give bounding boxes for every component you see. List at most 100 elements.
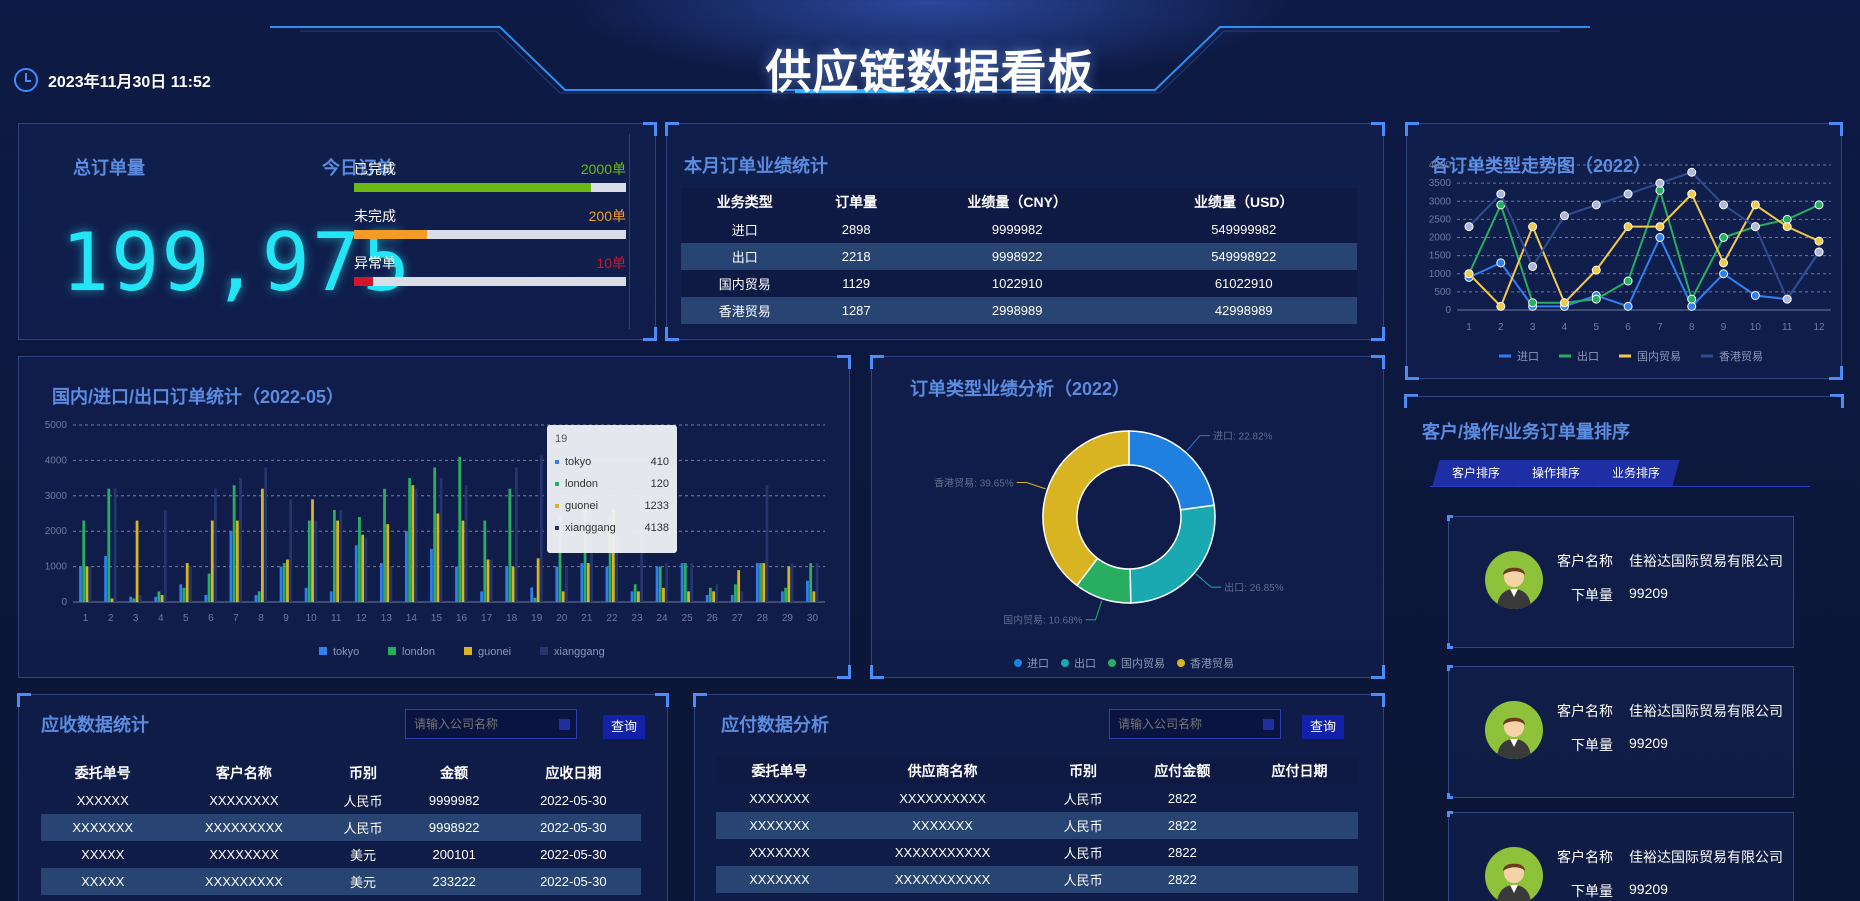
- bar[interactable]: [815, 563, 819, 602]
- bar[interactable]: [690, 563, 694, 602]
- data-point[interactable]: [1655, 178, 1665, 188]
- legend-label[interactable]: 进口: [1027, 657, 1049, 670]
- bar[interactable]: [558, 517, 562, 602]
- bar[interactable]: [364, 538, 368, 602]
- pie-slice[interactable]: [1128, 430, 1216, 511]
- data-point[interactable]: [1496, 189, 1506, 199]
- legend-label[interactable]: guonei: [478, 646, 511, 658]
- bar[interactable]: [737, 570, 741, 602]
- bar[interactable]: [809, 563, 813, 602]
- bar[interactable]: [455, 566, 458, 602]
- tab-ranking-2[interactable]: 业务排序: [1592, 460, 1680, 486]
- bar[interactable]: [207, 573, 211, 602]
- data-point[interactable]: [1719, 200, 1729, 210]
- data-point[interactable]: [1528, 222, 1538, 232]
- bar[interactable]: [414, 488, 418, 602]
- bar[interactable]: [163, 509, 167, 602]
- bar[interactable]: [483, 520, 487, 602]
- bar[interactable]: [480, 591, 483, 602]
- bar[interactable]: [107, 488, 111, 602]
- bar[interactable]: [436, 513, 440, 603]
- table-row[interactable]: 香港贸易 1287 2998989 42998989: [681, 297, 1357, 324]
- data-point[interactable]: [1591, 294, 1601, 304]
- payable-search-button[interactable]: 查询: [1302, 715, 1344, 739]
- data-point[interactable]: [1464, 222, 1474, 232]
- table-row[interactable]: XXXXXXX XXXXXXXXXXX 人民币 2822: [716, 839, 1358, 866]
- bar[interactable]: [790, 563, 794, 602]
- bar[interactable]: [104, 555, 107, 602]
- bar[interactable]: [311, 499, 314, 602]
- bar[interactable]: [665, 563, 669, 602]
- legend-label[interactable]: 香港贸易: [1190, 657, 1234, 670]
- legend-label[interactable]: 国内贸易: [1637, 349, 1681, 363]
- customer-card[interactable]: 客户名称 佳裕达国际贸易有限公司 下单量 99209: [1447, 515, 1794, 649]
- bar[interactable]: [433, 467, 437, 602]
- bar[interactable]: [383, 488, 386, 602]
- bar[interactable]: [289, 499, 293, 602]
- data-point[interactable]: [1591, 200, 1601, 210]
- data-point[interactable]: [1496, 301, 1506, 311]
- bar[interactable]: [539, 455, 543, 602]
- bar[interactable]: [279, 566, 283, 602]
- bar[interactable]: [129, 596, 133, 602]
- table-row[interactable]: 国内贸易 1129 1022910 61022910: [681, 270, 1357, 297]
- data-point[interactable]: [1559, 211, 1569, 221]
- table-row[interactable]: XXXXXX XXXXXXXX 人民币 9999982 2022-05-30: [41, 787, 641, 814]
- tab-ranking-1[interactable]: 操作排序: [1512, 460, 1600, 486]
- customer-card[interactable]: 客户名称 佳裕达国际贸易有限公司 下单量 99209: [1447, 665, 1794, 799]
- bar[interactable]: [586, 563, 590, 602]
- bar[interactable]: [781, 591, 784, 602]
- bar[interactable]: [565, 566, 568, 602]
- bar[interactable]: [511, 566, 515, 602]
- bar[interactable]: [608, 517, 612, 602]
- bar[interactable]: [160, 594, 164, 602]
- bar[interactable]: [254, 594, 258, 602]
- bar[interactable]: [235, 520, 239, 602]
- bar[interactable]: [333, 509, 336, 602]
- bar[interactable]: [715, 584, 719, 602]
- data-point[interactable]: [1496, 258, 1506, 268]
- table-row[interactable]: XXXXX XXXXXXXX 美元 200101 2022-05-30: [41, 841, 641, 868]
- data-point[interactable]: [1559, 298, 1569, 308]
- bar[interactable]: [138, 594, 142, 602]
- table-row[interactable]: XXXXX XXXXXXXXX 美元 233222 2022-05-30: [41, 868, 641, 895]
- table-row[interactable]: XXXXXXX XXXXXXX 人民币 2822: [716, 812, 1358, 839]
- bar[interactable]: [411, 485, 415, 602]
- data-point[interactable]: [1719, 258, 1729, 268]
- bar[interactable]: [762, 563, 766, 602]
- bar[interactable]: [683, 563, 687, 602]
- data-point[interactable]: [1750, 291, 1760, 300]
- table-row[interactable]: 出口 2218 9998922 549998922: [681, 243, 1357, 270]
- data-point[interactable]: [1782, 222, 1792, 232]
- bar[interactable]: [261, 488, 264, 602]
- bar[interactable]: [580, 563, 584, 602]
- bar[interactable]: [204, 594, 208, 602]
- legend-label[interactable]: 出口: [1074, 656, 1096, 670]
- data-point[interactable]: [1464, 269, 1474, 279]
- bar[interactable]: [740, 591, 744, 602]
- bar[interactable]: [458, 456, 462, 602]
- bar[interactable]: [88, 566, 92, 602]
- data-point[interactable]: [1719, 233, 1729, 242]
- bar[interactable]: [179, 584, 183, 602]
- bar[interactable]: [637, 591, 640, 602]
- bar[interactable]: [135, 520, 139, 602]
- bar[interactable]: [354, 545, 358, 602]
- data-point[interactable]: [1814, 236, 1824, 246]
- bar[interactable]: [182, 587, 186, 602]
- table-row[interactable]: 进口 2898 9999982 549999982: [681, 216, 1357, 243]
- data-point[interactable]: [1750, 200, 1760, 210]
- legend-label[interactable]: 香港贸易: [1719, 350, 1763, 363]
- data-point[interactable]: [1623, 276, 1633, 286]
- bar[interactable]: [514, 467, 518, 602]
- bar[interactable]: [389, 566, 393, 602]
- bar[interactable]: [583, 506, 587, 602]
- bar[interactable]: [655, 566, 659, 602]
- data-point[interactable]: [1623, 222, 1633, 232]
- bar[interactable]: [157, 591, 161, 602]
- bar[interactable]: [214, 488, 217, 602]
- bar[interactable]: [633, 584, 637, 602]
- data-point[interactable]: [1591, 265, 1601, 275]
- data-point[interactable]: [1528, 262, 1538, 271]
- tab-ranking-0[interactable]: 客户排序: [1432, 460, 1520, 486]
